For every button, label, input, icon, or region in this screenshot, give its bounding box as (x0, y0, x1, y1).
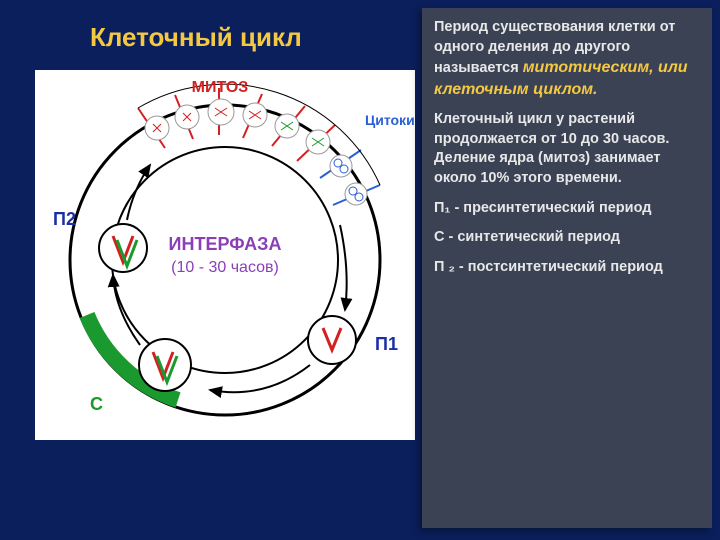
mitoz-label: МИТОЗ (192, 79, 249, 96)
p2-label: П2 (53, 209, 76, 229)
desc-para-2: Клеточный цикл у растений продолжается о… (434, 110, 700, 188)
period-p2: П ₂ - постсинтетический период (434, 258, 700, 278)
description-panel: Период существования клетки от одного де… (422, 8, 712, 528)
period-s: С - синтетический период (434, 228, 700, 248)
interphase-label-2: (10 - 30 часов) (171, 259, 279, 276)
cell-cycle-diagram: МИТОЗ Цитокинез ИНТЕРФАЗА (10 - 30 часов… (35, 70, 415, 440)
p1-label: П1 (375, 334, 398, 354)
period-p1: П₁ - пресинтетический период (434, 199, 700, 219)
page-title: Клеточный цикл (90, 22, 302, 53)
interphase-label-1: ИНТЕРФАЗА (169, 234, 282, 254)
cytokinesis-label: Цитокинез (365, 112, 415, 128)
s-label: С (90, 394, 103, 414)
